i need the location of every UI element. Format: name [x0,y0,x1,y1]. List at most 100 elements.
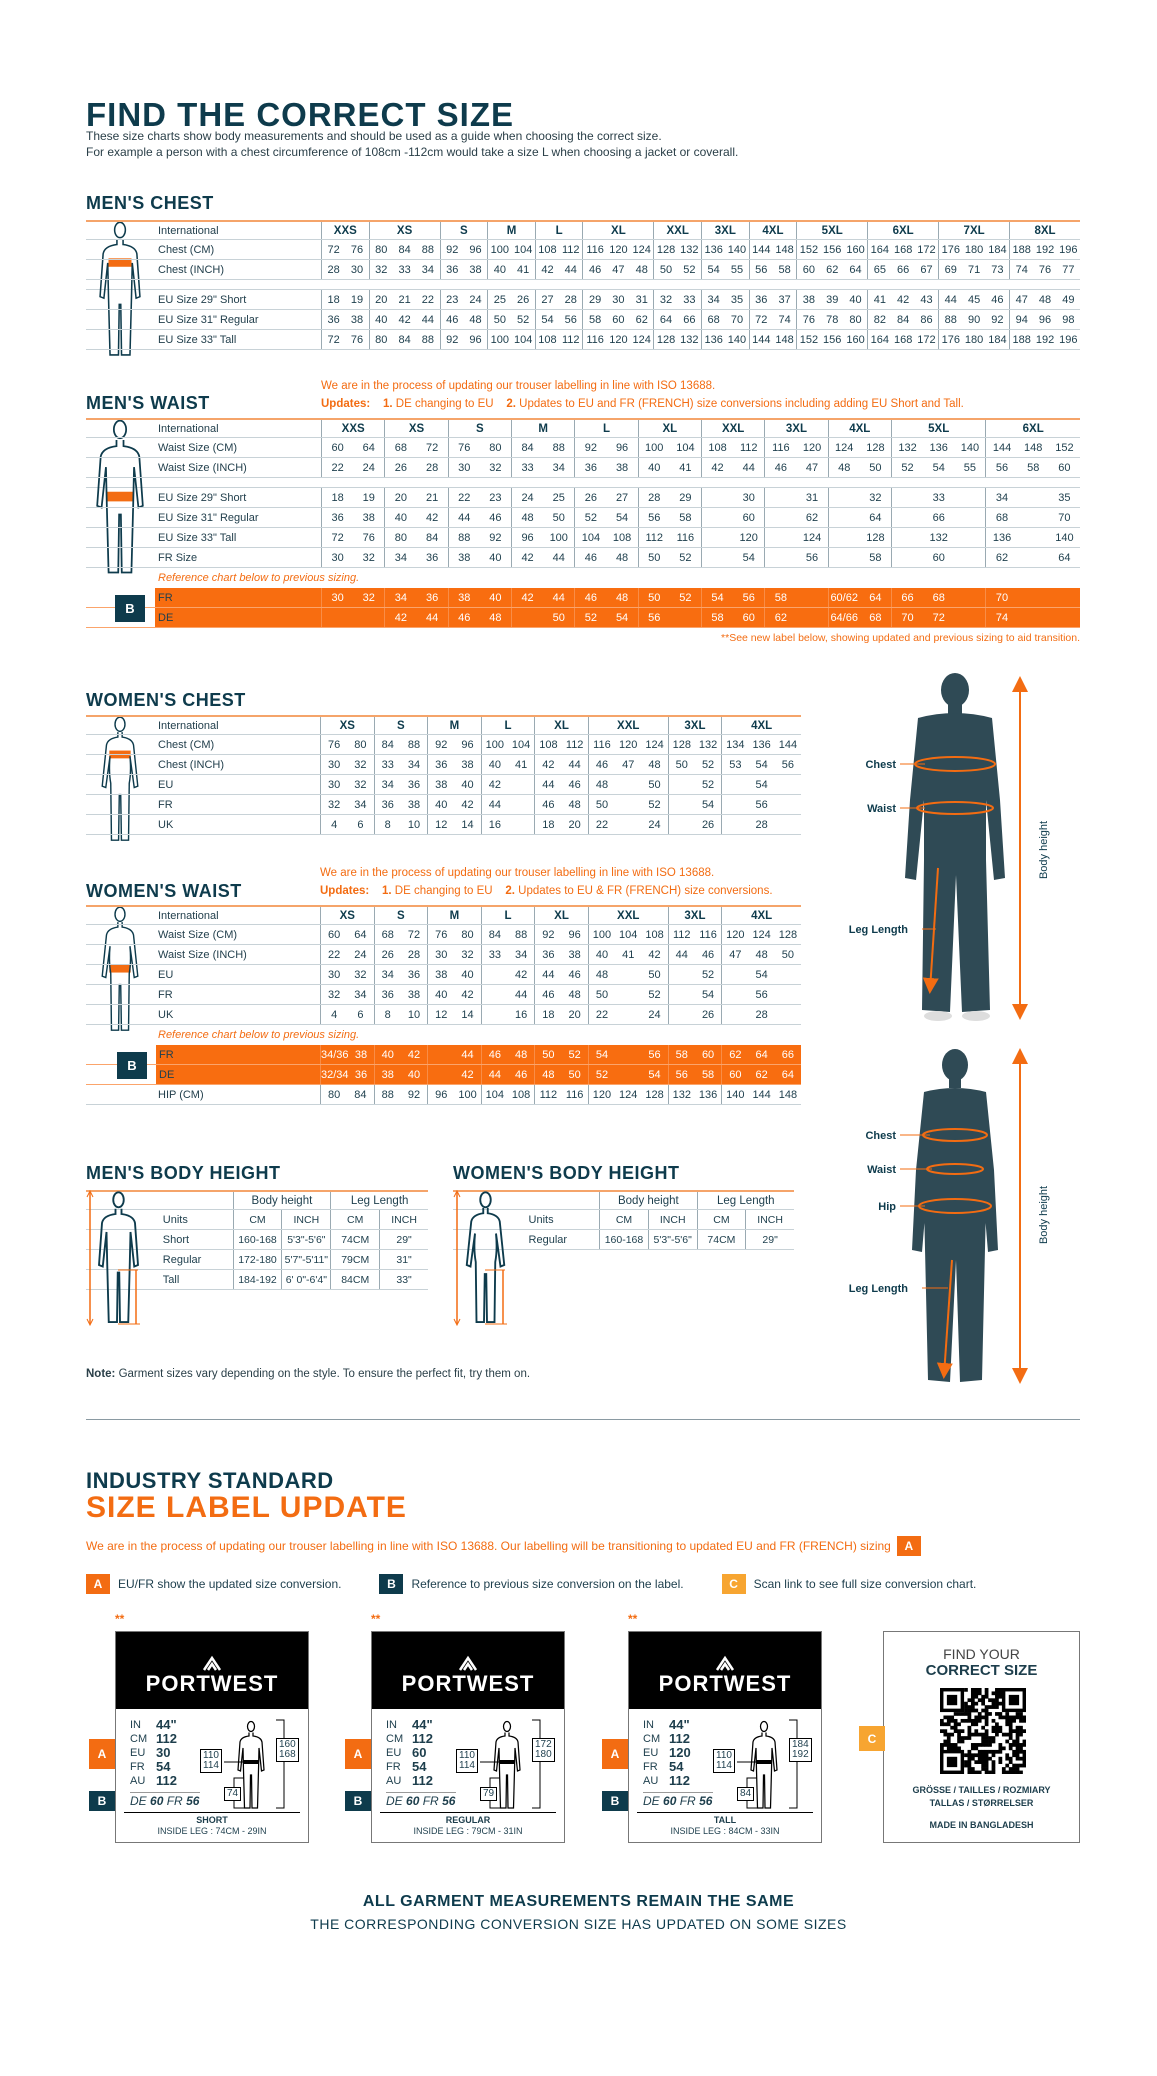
value-cell: 140 [727,333,747,346]
size-group-xxs: 72 76 [321,528,384,547]
value-cell: 112 [673,928,691,941]
value-cell: 112 [539,1088,558,1101]
size-group-3xl: 50 52 [667,755,722,774]
value-cell: 34 [707,293,720,306]
value-cell: 92 [435,738,448,751]
size-group-3xl: 26 [667,1005,722,1024]
size-group-xl: 42 44 [534,755,588,774]
value-cell: 40 [407,1068,421,1081]
value-cell: 44 [742,461,755,474]
waist-label: Waist [867,1164,896,1176]
value-cell: 50 [659,263,673,276]
value-cell: 120 [802,441,822,454]
table-row: HIP (CM) 80 84 88 92 96 100 104 108 112 116 120 124 1… [86,1085,801,1105]
size-group-3xl: 44 46 [667,945,722,964]
value-cell: 120 [609,333,628,346]
value-cell: 38 [435,968,448,981]
value-cell: 42 [897,293,910,306]
value-cell: 38 [381,1068,394,1081]
value-cell: 44 [944,293,957,306]
value-cell: 34 [381,968,394,981]
table-row: EU 30 32 34 36 38 40 42 44 46 48 50 52 54 [86,775,801,795]
size-header: 4XL [721,907,801,924]
size-group-3xl: 26 [667,815,722,834]
value-cell: 19 [350,293,364,306]
size-group-m: 96 100 [510,528,574,547]
women-chest-table: International XS S M L XL XXL 3XL 4XL Chest (CM) 7… [86,715,801,841]
previous-size-row: DE 42 44 46 48 50 52 54 56 58 60 62 64/66 68 70 72 74 [86,608,1080,628]
size-group-4xl: 128 [827,528,891,547]
update-text: Updates to EU and FR (FRENCH) size conve… [519,398,964,410]
men-waist-table: International XXS XS S M L XL XXL 3XL 4XL 5XL 6XL Wa… [86,418,1080,644]
value-cell: 50 [493,313,506,326]
size-group-3xl: 68 70 [701,310,749,329]
badge-b: B [602,1791,628,1811]
size-header: XS [320,717,374,734]
size-group-xxl: 60 [700,508,764,527]
size-group-xl: 44 46 [534,965,588,984]
size-group-4xl: 56 58 [748,260,797,279]
size-group-7xl: 88 90 92 [938,310,1009,329]
value-cell: 76 [458,441,471,454]
value-cell: 69 [944,263,957,276]
value-cell: 100 [458,1088,477,1101]
row-label: HIP (CM) [158,1088,204,1101]
value-cell: 48 [615,591,629,604]
value-cell: 24 [521,491,534,504]
value-cell: 48 [469,313,482,326]
value-cell: 42 [488,778,501,791]
value-cell: 35 [730,293,744,306]
intro-line: These size charts show body measurements… [86,129,662,143]
size-group-m: 38 40 [427,775,481,794]
de-value: 60 [663,1794,677,1808]
size-header: S [373,907,428,924]
header-label: International [158,224,219,237]
size-group-s: 76 80 [447,438,511,457]
label-update-title: SIZE LABEL UPDATE [86,1491,407,1524]
value-cell: 34/36 [321,1048,349,1061]
updates-line: Updates: 1. DE changing to EU 2. Updates… [321,395,964,413]
value-cell: 176 [941,333,960,346]
size-group-5xl: 66 68 [890,588,986,607]
waist-max: 114 [203,1760,219,1771]
value-cell: 37 [778,293,791,306]
value-cell: 76 [435,928,448,941]
value-cell: 33 [398,263,411,276]
value-cell: 52 [584,611,598,624]
value-cell: 52 [568,1048,581,1061]
size-header: XL [582,222,653,239]
size-system: FR [386,1761,401,1773]
value-cell: 18 [542,818,555,831]
value-cell: 54 [701,988,715,1001]
value-cell: 33 [488,948,501,961]
value-cell: 184-192 [232,1270,282,1289]
size-header: M [510,420,574,437]
body-measurement-illustration: Chest Waist Leg Length Chest Waist Hip L… [849,673,1050,1384]
value-cell: 96 [461,738,474,751]
value-cell: 104 [619,928,638,941]
size-group-xxs: 28 30 [321,260,369,279]
value-cell: 172 [917,333,936,346]
size-header: M [487,222,535,239]
label-update-intro: We are in the process of updating our tr… [86,1536,921,1556]
value-cell: 5'3"-5'6" [647,1230,697,1249]
size-system: IN [130,1719,141,1731]
inside-leg: INSIDE LEG : 74CM - 29IN [157,1826,267,1836]
value-cell: 58 [869,551,882,564]
value-cell: 50 [595,798,609,811]
leg-box: 74 [224,1787,242,1801]
value-cell: 42 [461,798,474,811]
size-group-3xl: 124 [764,528,827,547]
qr-code[interactable] [940,1688,1026,1774]
value-cell: 48 [648,758,661,771]
value-cell: 144 [992,441,1012,454]
size-group-xs: 40 42 [384,508,447,527]
size-group-3xl: 62 [764,608,827,627]
row-label: UK [158,818,174,831]
value-cell: 18 [331,491,344,504]
size-group-m: 96 100 [427,1085,481,1104]
size-group-xxl: 108 112 [700,438,764,457]
value-cell: 24 [362,461,375,474]
value-cell: 76 [328,738,341,751]
value-cell: 48 [568,798,581,811]
